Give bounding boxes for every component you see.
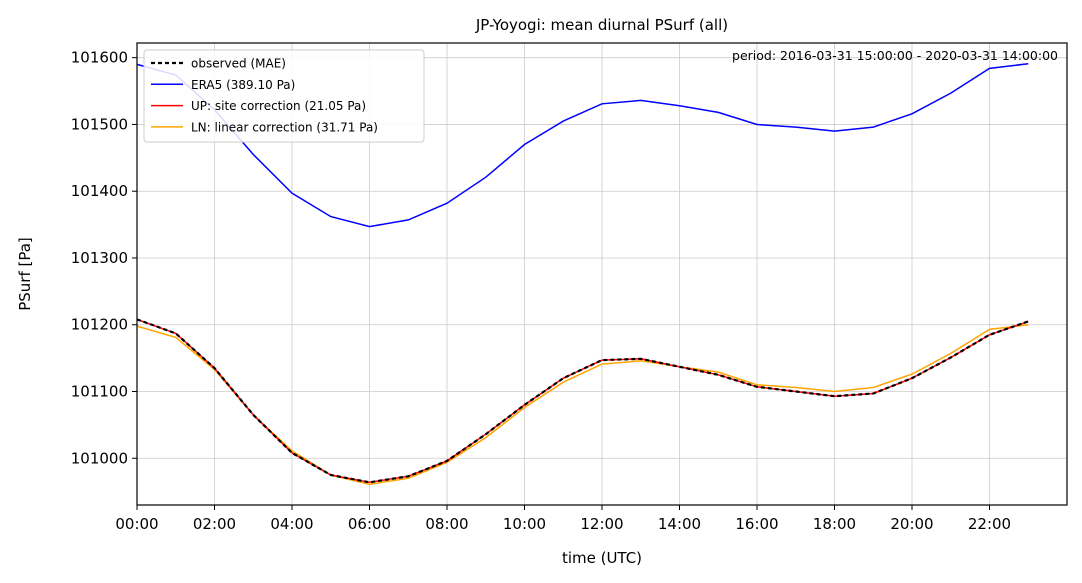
series-line	[136, 318, 1029, 484]
legend-label: ERA5 (389.10 Pa)	[191, 78, 295, 92]
x-tick-label: 16:00	[735, 515, 778, 533]
grid-lines	[136, 43, 1067, 505]
legend-label: UP: site correction (21.05 Pa)	[191, 99, 366, 113]
x-tick-label: 06:00	[348, 515, 391, 533]
y-tick-label: 101500	[71, 115, 128, 133]
y-axis-label: PSurf [Pa]	[16, 237, 34, 311]
series-line	[136, 318, 1029, 484]
period-annotation: period: 2016-03-31 15:00:00 - 2020-03-31…	[732, 48, 1058, 63]
y-tick-label: 101600	[71, 49, 128, 67]
legend-label: observed (MAE)	[191, 57, 286, 71]
x-tick-label: 22:00	[968, 515, 1011, 533]
chart-title: JP-Yoyogi: mean diurnal PSurf (all)	[475, 16, 728, 34]
y-tick-label: 101300	[71, 249, 128, 267]
x-axis-ticks: 00:00 02:00 04:00 06:00 08:00 10:00 12:00 14:00…	[115, 505, 1011, 533]
y-tick-label: 101200	[71, 316, 128, 334]
y-tick-label: 101400	[71, 182, 128, 200]
legend: observed (MAE) ERA5 (389.10 Pa) UP: site c…	[143, 49, 425, 143]
plot-lines	[136, 62, 1029, 486]
x-tick-label: 08:00	[425, 515, 468, 533]
y-axis-ticks: 101000 101100 101200 101300 101400 101500 1016…	[71, 49, 137, 467]
x-tick-label: 20:00	[890, 515, 933, 533]
x-tick-label: 02:00	[193, 515, 236, 533]
series-line	[136, 62, 1029, 228]
x-tick-label: 14:00	[658, 515, 701, 533]
x-tick-label: 00:00	[115, 515, 158, 533]
legend-box	[143, 49, 425, 143]
x-tick-label: 04:00	[270, 515, 313, 533]
x-axis-label: time (UTC)	[562, 549, 642, 567]
x-tick-label: 10:00	[503, 515, 546, 533]
series-line	[136, 323, 1029, 486]
y-tick-label: 101000	[71, 449, 128, 467]
x-tick-label: 18:00	[813, 515, 856, 533]
legend-label: LN: linear correction (31.71 Pa)	[191, 120, 378, 134]
x-tick-label: 12:00	[580, 515, 623, 533]
y-tick-label: 101100	[71, 383, 128, 401]
